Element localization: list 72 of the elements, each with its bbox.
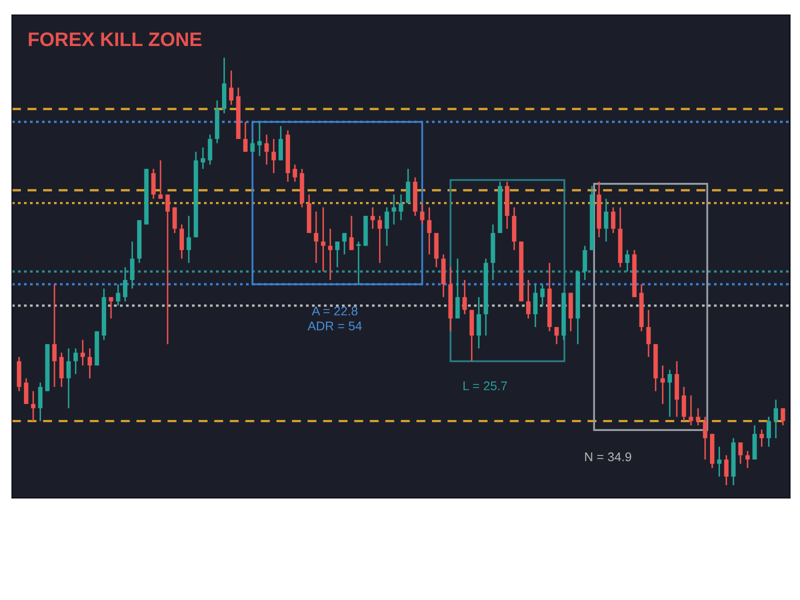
candlestick [314, 210, 318, 264]
candlestick [88, 348, 92, 380]
candlestick [59, 352, 64, 388]
candlestick [257, 121, 262, 157]
candlestick [660, 364, 665, 405]
candlestick [272, 138, 276, 174]
candlestick [760, 428, 764, 448]
candlestick [116, 284, 120, 306]
annotation: A = 22.8 [312, 306, 358, 316]
candlestick [158, 160, 163, 200]
candlestick [335, 240, 340, 268]
candlestick [462, 279, 467, 315]
candlestick [668, 369, 672, 418]
candlestick [24, 378, 28, 405]
candlestick [604, 198, 608, 242]
candlestick [533, 284, 538, 328]
candlestick [328, 228, 332, 281]
chart-title: FOREX KILL ZONE [28, 32, 202, 46]
candlestick [165, 194, 170, 345]
candlestick [540, 284, 545, 306]
candlestick [427, 206, 432, 256]
candlestick [52, 284, 57, 388]
candlestick [392, 194, 396, 226]
candlestick [278, 125, 283, 162]
candlestick [717, 446, 722, 478]
candlestick [31, 390, 36, 422]
candlestick [646, 309, 651, 358]
candlestick [702, 416, 708, 460]
candlestick [766, 416, 771, 448]
candlestick [66, 348, 71, 409]
candlestick [186, 215, 192, 264]
candlestick [582, 245, 588, 281]
candlestick [554, 326, 559, 345]
candlestick [292, 164, 298, 182]
candlestick [80, 339, 85, 366]
candlestick [200, 146, 206, 170]
candlestick [38, 382, 42, 422]
candlestick [724, 454, 729, 486]
candlestick [342, 232, 347, 256]
candlestick [526, 279, 530, 320]
candlestick [243, 121, 248, 152]
candlestick [745, 450, 750, 469]
candlestick [151, 168, 156, 200]
candlestick [625, 249, 630, 272]
candlestick [172, 206, 177, 234]
candlestick [356, 240, 361, 285]
candlestick [264, 134, 269, 166]
candlestick [229, 70, 234, 106]
candlestick [122, 266, 128, 302]
candlestick [180, 224, 184, 260]
candlestick [384, 206, 390, 247]
candlestick [208, 134, 212, 166]
candlestick [455, 258, 460, 320]
annotation: N = 34.9 [585, 452, 632, 462]
candlestick [682, 386, 686, 422]
candlestick [420, 202, 424, 226]
candlestick [406, 168, 410, 204]
annotation: ADR = 54 [308, 322, 362, 330]
candlestick [780, 408, 786, 426]
candlestick [321, 206, 326, 272]
candlestick [250, 138, 255, 152]
candlestick [378, 215, 382, 264]
candlestick [610, 206, 616, 234]
candlestick [398, 194, 404, 221]
candlestick [73, 348, 78, 375]
candlestick [370, 206, 375, 230]
candlestick [108, 296, 114, 320]
candlestick [130, 240, 134, 290]
candlestick [476, 296, 481, 350]
annotation: L = 25.7 [464, 381, 507, 390]
candlestick [774, 398, 778, 439]
candlestick [738, 442, 743, 464]
